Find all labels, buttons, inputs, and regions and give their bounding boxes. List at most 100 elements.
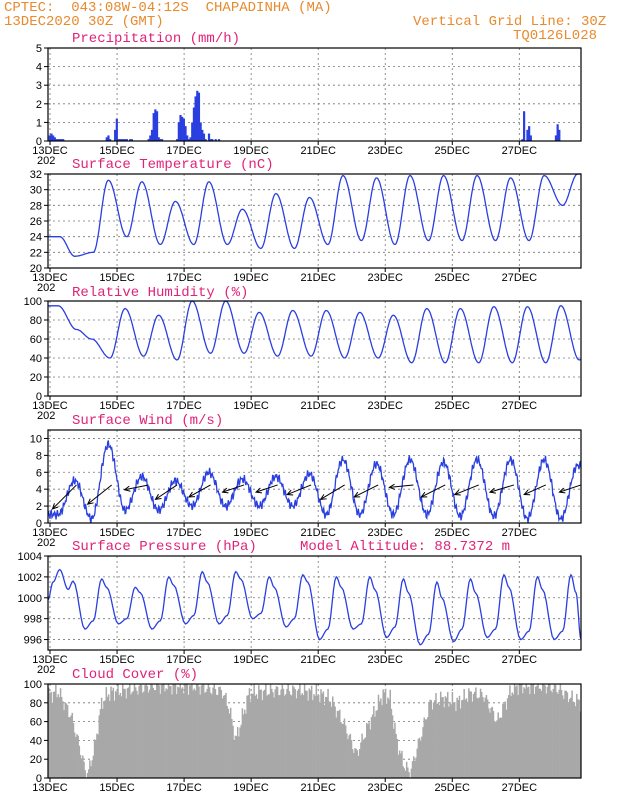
cloud-cover-bar (226, 705, 228, 778)
precip-xtick-label: 17DEC (166, 145, 202, 157)
cloud-cover-bar (400, 753, 402, 778)
precip-ytick-label: 5 (36, 43, 42, 55)
cloud-cover-bar (353, 752, 355, 778)
cloud-cover-bar (58, 697, 61, 778)
cloud-cover-bar (256, 698, 259, 778)
cloud-cover-bar (316, 695, 319, 778)
cloud-cover-bar (78, 745, 81, 778)
cloud-cover-bar (76, 734, 78, 778)
temp-xtick-label: 13DEC (32, 272, 68, 284)
cloud-cover-bar (145, 684, 147, 778)
cloud-cover-bar (347, 739, 349, 778)
cloud-cover-bar (412, 756, 415, 778)
cloud-cover-bar (525, 684, 528, 778)
cloud-cover-bar (180, 688, 183, 778)
cloud-cover-bar (248, 688, 251, 778)
rh-panel-title: Relative Humidity (%) (72, 285, 248, 301)
wind-vector-arrow (155, 484, 178, 500)
rh-xtick-label: 13DEC (32, 400, 68, 412)
cloud-cover-bar (292, 685, 294, 778)
wind-ytick-label: 8 (36, 450, 42, 462)
cloud-cover-bar (571, 690, 573, 778)
cloud-cover-bar (258, 685, 260, 778)
cloud-cover-bar (205, 691, 207, 778)
cloud-cover-bar (222, 695, 225, 778)
cloud-cover-bar (505, 709, 508, 778)
precip-xtick-label: 25DEC (435, 145, 471, 157)
cloud-cover-bar (542, 684, 544, 778)
cloud-cover-bar (341, 723, 343, 778)
pres-model-altitude-label: Model Altitude: 88.7372 m (300, 539, 510, 555)
cloud-cover-bar (443, 707, 445, 778)
cloud-cover-bar (160, 684, 163, 778)
pres-xtick-label: 21DEC (300, 654, 336, 666)
cloud-cover-bar (102, 708, 104, 778)
cloud-cover-bar (463, 688, 465, 778)
cloud-cover-bar (197, 684, 199, 778)
cloud-cover-bar (265, 684, 267, 778)
cloud-cover-bar (313, 694, 315, 778)
wind-vector-arrowhead (488, 487, 496, 494)
precip-xtick-label: 13DEC (32, 145, 68, 157)
cloud-cover-bar (534, 686, 537, 778)
precip-bar (529, 135, 532, 141)
precip-bar (199, 122, 202, 141)
cloud-cover-bar (327, 688, 329, 778)
cloud-cover-bar (251, 693, 253, 778)
cloud-cover-bar (184, 684, 186, 778)
cloud-cover-bar (191, 684, 193, 778)
grid-note-label: Vertical Grid Line: 30Z (413, 14, 607, 30)
cloud-cover-bar (312, 700, 314, 778)
cloud-cover-bar (566, 692, 569, 778)
pres-ytick-label: 996 (24, 635, 42, 647)
precip-bar (55, 139, 58, 141)
cloud-cover-bar (153, 690, 156, 778)
rh-ytick-label: 0 (36, 391, 42, 403)
cloud-cover-bar (161, 684, 164, 778)
cloud-cover-bar (336, 710, 339, 778)
cloud-cover-bar (517, 695, 519, 778)
precip-bar (122, 139, 125, 141)
cloud-cover-bar (451, 691, 454, 778)
cloud-cover-bar (105, 687, 108, 778)
cloud-cover-bar (495, 721, 497, 778)
temperature-series-line (48, 173, 581, 257)
wind-vector-arrowhead (254, 487, 263, 494)
cloud-cover-bar (387, 697, 389, 778)
rh-ytick-label: 100 (24, 296, 42, 308)
cloud-cover-bar (499, 717, 502, 778)
cloud-cover-bar (569, 698, 571, 778)
cloud-cover-bar (182, 693, 185, 778)
cloud-cover-bar (117, 684, 119, 778)
cloud-cover-bar (366, 722, 368, 778)
cloud-cover-bar (170, 686, 172, 778)
wind-xtick-label: 17DEC (166, 527, 202, 539)
cloud-cover-bar (253, 684, 255, 778)
cloud-cover-bar (488, 708, 490, 778)
cloud-cover-bar (241, 708, 244, 778)
wind-vector-arrow (454, 484, 479, 496)
precip-bar (147, 139, 150, 141)
cloud-cover-bar (173, 684, 176, 778)
cloud-cover-bar (524, 688, 526, 778)
temp-xtick-label: 27DEC (502, 272, 538, 284)
cloud-cover-bar (498, 718, 501, 778)
wind-panel-frame (47, 429, 582, 524)
cloud-cover-bar (328, 701, 330, 778)
cloud-cover-bar (297, 688, 300, 778)
cloud-cover-bar (204, 692, 206, 778)
precip-xtick-label: 19DEC (233, 145, 269, 157)
cloud-cover-bar (427, 717, 429, 778)
precip-bar (182, 118, 185, 141)
rh-ytick-label: 80 (30, 315, 42, 327)
cloud-cover-bar (368, 722, 370, 778)
rh-xtick-label: 15DEC (99, 400, 135, 412)
wind-xtick-label: 27DEC (502, 527, 538, 539)
wind-xtick-label: 13DEC (32, 527, 68, 539)
cloud-cover-bar (421, 736, 423, 778)
precip-bar (197, 92, 201, 141)
cloud-ytick-label: 60 (30, 717, 42, 729)
cloud-cover-bar (202, 684, 205, 778)
precip-bar (523, 111, 526, 141)
cloud-cover-bar (147, 692, 150, 778)
